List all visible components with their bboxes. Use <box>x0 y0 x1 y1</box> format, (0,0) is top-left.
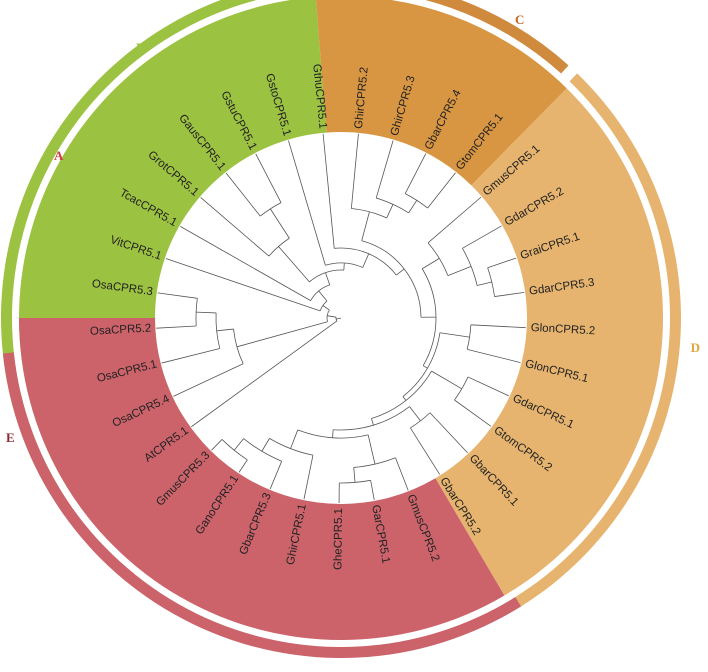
tree-branch <box>165 258 321 312</box>
tree-branch <box>494 292 525 297</box>
clade-label-b: B <box>136 40 145 55</box>
tree-branch <box>157 292 198 299</box>
leaf-label: OsaCPR5.2 <box>90 322 152 337</box>
tree-branch <box>322 305 330 311</box>
tree-branch <box>288 140 326 266</box>
tree-branch <box>180 225 311 302</box>
clade-outer-rings <box>1 0 682 659</box>
tree-branch <box>404 153 427 194</box>
tree-branch <box>454 399 492 427</box>
tree-branch <box>422 258 440 270</box>
tree-branch <box>375 140 394 199</box>
tree-branch <box>156 325 197 329</box>
tree-branch <box>431 370 462 390</box>
tree-branch <box>233 438 244 451</box>
clade-label-a: A <box>54 148 64 163</box>
tree-branch <box>322 133 335 249</box>
tree-branch <box>278 246 310 283</box>
tree-branch <box>238 459 248 473</box>
clade-ring-b <box>1 0 257 494</box>
tree-branch <box>353 467 356 483</box>
tree-branch <box>269 461 283 490</box>
tree-branch <box>371 418 374 426</box>
tree-branch <box>408 200 418 214</box>
tree-branch <box>477 281 492 286</box>
tree-root <box>336 317 342 320</box>
tree-branch <box>196 311 217 314</box>
tree-branch <box>370 480 375 501</box>
tree-branch <box>173 363 244 397</box>
tree-branch <box>362 253 370 268</box>
tree-arc <box>402 332 441 397</box>
tree-branch <box>318 290 328 302</box>
tree-branch <box>211 439 223 451</box>
tree-arc <box>371 370 432 419</box>
clade-ring-c <box>425 0 569 74</box>
tree-arc <box>333 406 410 431</box>
tree-branch <box>386 204 394 219</box>
tree-branch <box>290 429 299 449</box>
tree-branch <box>410 427 441 475</box>
tree-branch <box>439 332 470 338</box>
tree-arc <box>466 324 472 350</box>
tree-branch <box>427 196 482 244</box>
leaf-label: GlonCPR5.2 <box>530 322 595 337</box>
tree-branch <box>470 324 526 329</box>
tree-branch <box>261 438 270 452</box>
tree-branch <box>350 133 359 209</box>
tree-branch <box>327 315 337 318</box>
tree-arc <box>326 309 330 322</box>
clade-band-e <box>19 318 505 640</box>
tree-branch <box>367 434 376 465</box>
clade-label-d: D <box>691 340 700 355</box>
clade-ring-d <box>515 73 682 607</box>
tree-branch <box>402 396 407 401</box>
tree-branch <box>487 257 517 269</box>
clade-band-d <box>435 88 663 596</box>
tree-arc <box>335 317 338 322</box>
clade-band-c <box>315 0 567 186</box>
tree-branches <box>156 133 526 503</box>
tree-branch <box>225 172 261 217</box>
clade-bands <box>19 0 663 640</box>
tree-branch <box>325 272 331 286</box>
tree-branch <box>270 208 290 239</box>
tree-branch <box>467 376 509 397</box>
clade-ring-e <box>2 352 522 659</box>
tree-branch <box>236 321 328 348</box>
tree-branch <box>467 348 521 363</box>
clade-labels: A B C D E <box>6 12 700 445</box>
tree-arc <box>297 429 369 439</box>
tree-arc <box>260 202 282 217</box>
leaf-label: GhirCPR5.2 <box>353 67 371 130</box>
leaf-label: GheCPR5.1 <box>332 508 345 570</box>
tree-branch <box>200 197 270 257</box>
tree-branch <box>361 211 370 241</box>
tree-arc <box>361 240 422 318</box>
clade-label-c: C <box>515 12 524 27</box>
tree-branch <box>447 266 472 276</box>
tree-branch <box>462 225 502 249</box>
clade-label-e: E <box>6 430 15 445</box>
tree-branch <box>332 429 334 438</box>
tree-branch <box>429 412 468 454</box>
tree-branch <box>422 365 428 369</box>
tree-arc <box>410 412 431 429</box>
tree-branch <box>395 457 409 491</box>
tree-branch <box>409 406 421 422</box>
tree-branch <box>216 328 234 332</box>
tree-branch <box>396 268 405 276</box>
tree-branch <box>255 153 282 203</box>
tree-branch <box>161 348 220 364</box>
tree-branch <box>427 172 456 209</box>
tree-branch <box>303 455 314 500</box>
tree-branch <box>191 320 338 428</box>
